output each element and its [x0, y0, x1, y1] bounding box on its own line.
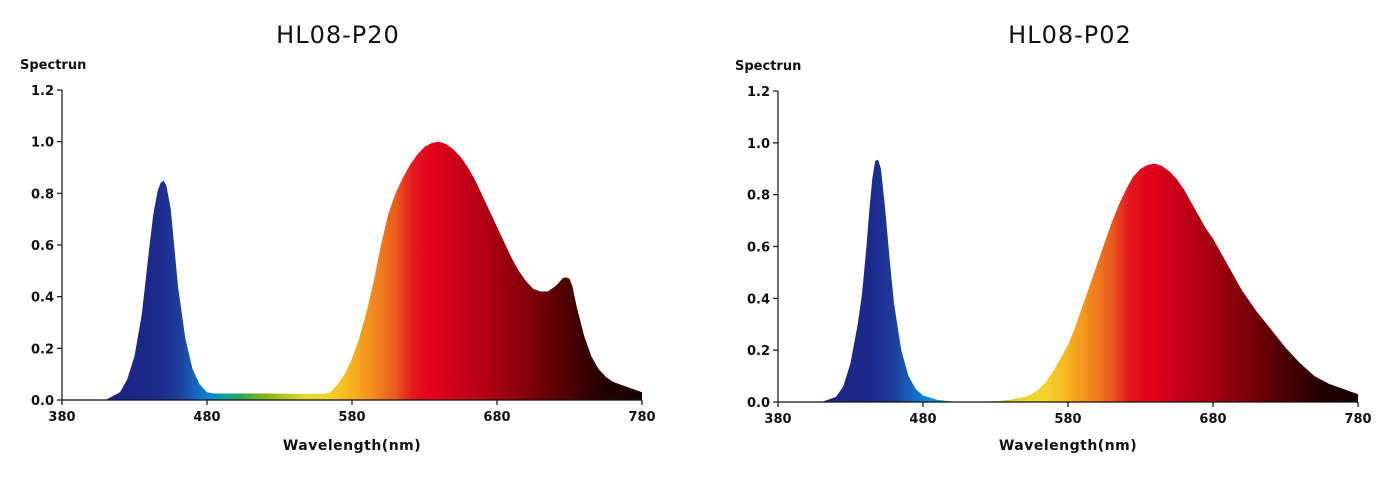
y-axis-label: Spectrun — [735, 59, 801, 74]
x-tick-label: 380 — [48, 410, 75, 425]
spectrum-chart-svg: HL08-P20 Spectrun 0.0 0.2 0.4 0.6 0.8 1.0 1.2 380… — [20, 21, 656, 454]
x-tick-label: 580 — [1054, 412, 1081, 427]
y-tick-label: 1.0 — [747, 137, 770, 152]
x-tick-label: 580 — [338, 410, 365, 425]
y-tick-label: 0.4 — [31, 291, 54, 306]
y-tick-label: 0.2 — [747, 344, 770, 359]
spectrum-area-spectrum — [105, 141, 642, 401]
x-tick-label: 480 — [193, 410, 220, 425]
chart-panel-hl08-p20: HL08-P20 Spectrun 0.0 0.2 0.4 0.6 0.8 1.0 1.2 380… — [0, 0, 698, 487]
y-tick-label: 1.2 — [31, 84, 54, 99]
x-tick-label: 680 — [1199, 412, 1226, 427]
x-axis-label: Wavelength(nm) — [283, 438, 421, 454]
y-tick-label: 0.6 — [31, 239, 54, 254]
y-tick-label: 0.8 — [747, 189, 770, 204]
y-tick-label: 1.0 — [31, 136, 54, 151]
y-tick-label: 1.2 — [747, 85, 770, 100]
x-tick-label: 480 — [909, 412, 936, 427]
chart-title: HL08-P20 — [276, 21, 400, 49]
x-tick-label: 780 — [1344, 412, 1371, 427]
x-tick-label: 380 — [764, 412, 791, 427]
x-tick-label: 780 — [628, 410, 655, 425]
y-tick-label: 0.6 — [747, 241, 770, 256]
chart-panel-hl08-p02: HL08-P02 Spectrun 0.0 0.2 0.4 0.6 0.8 1.0 1.2 380… — [698, 0, 1396, 487]
x-axis-label: Wavelength(nm) — [999, 438, 1137, 454]
x-tick-label: 680 — [483, 410, 510, 425]
y-tick-label: 0.4 — [747, 292, 770, 307]
chart-title: HL08-P02 — [1008, 21, 1132, 49]
y-tick-label: 0.0 — [31, 394, 54, 409]
y-tick-label: 0.0 — [747, 396, 770, 411]
spectrum-area-spectrum — [821, 159, 1358, 402]
y-tick-label: 0.8 — [31, 187, 54, 202]
y-tick-label: 0.2 — [31, 342, 54, 357]
spectrum-chart-svg: HL08-P02 Spectrun 0.0 0.2 0.4 0.6 0.8 1.0 1.2 380… — [735, 21, 1372, 454]
y-axis-label: Spectrun — [20, 58, 86, 73]
